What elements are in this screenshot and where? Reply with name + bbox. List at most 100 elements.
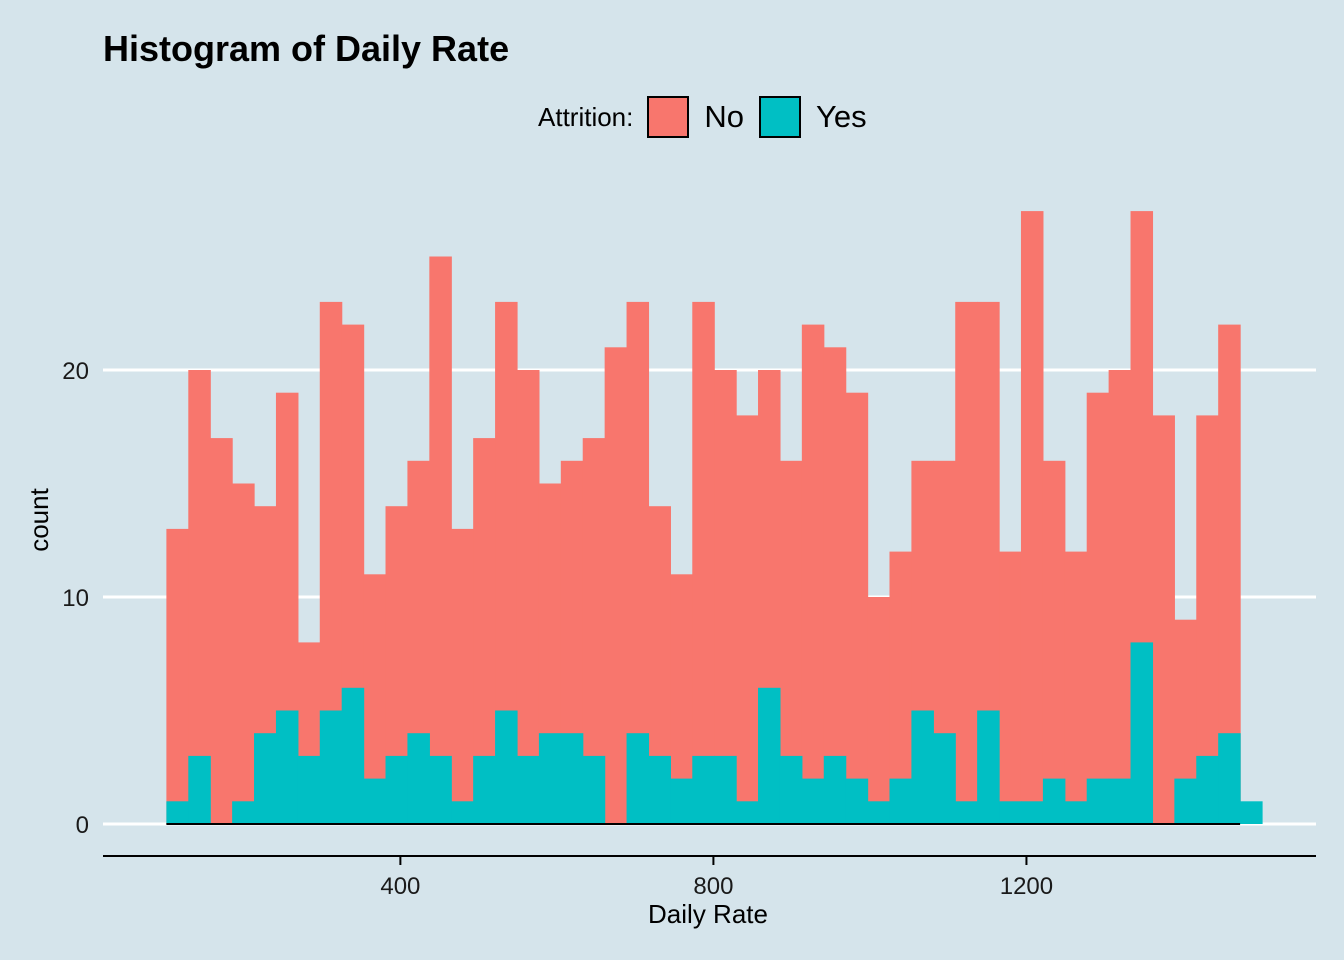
bar-yes-5 bbox=[275, 710, 299, 824]
bar-yes-30 bbox=[823, 755, 847, 824]
bar-no-16 bbox=[516, 370, 540, 824]
bar-yes-7 bbox=[319, 710, 343, 824]
bar-yes-9 bbox=[363, 778, 387, 824]
bar-yes-14 bbox=[473, 755, 496, 824]
y-tick-label-20: 20 bbox=[62, 358, 89, 385]
bar-yes-31 bbox=[845, 778, 869, 824]
bar-no-29 bbox=[801, 324, 825, 824]
bar-no-1 bbox=[188, 370, 211, 824]
bar-no-26 bbox=[736, 415, 759, 824]
bar-yes-13 bbox=[451, 801, 474, 824]
bar-yes-36 bbox=[955, 801, 978, 824]
bar-yes-4 bbox=[254, 733, 277, 824]
bar-yes-33 bbox=[889, 778, 913, 824]
bar-yes-22 bbox=[648, 755, 671, 824]
bar-yes-12 bbox=[429, 755, 452, 824]
bar-no-45 bbox=[1152, 415, 1175, 824]
bar-no-19 bbox=[582, 438, 606, 824]
x-axis-title: Daily Rate bbox=[648, 899, 768, 929]
bar-yes-23 bbox=[670, 778, 693, 824]
bar-no-20 bbox=[604, 347, 628, 824]
bar-no-25 bbox=[714, 370, 737, 824]
bar-yes-3 bbox=[232, 801, 255, 824]
bar-no-13 bbox=[451, 528, 474, 824]
bar-no-42 bbox=[1086, 392, 1110, 824]
bar-yes-40 bbox=[1042, 778, 1066, 824]
bar-no-31 bbox=[845, 392, 869, 824]
bar-yes-19 bbox=[582, 755, 606, 824]
bar-no-10 bbox=[385, 506, 409, 824]
bar-no-2 bbox=[210, 438, 233, 824]
bar-no-3 bbox=[232, 483, 255, 824]
bar-no-30 bbox=[823, 347, 847, 824]
bar-no-12 bbox=[429, 256, 452, 824]
bar-no-38 bbox=[999, 551, 1022, 824]
legend-label-no: No bbox=[704, 99, 745, 134]
legend-label-yes: Yes bbox=[816, 99, 867, 134]
series-yes-bars bbox=[166, 642, 1263, 824]
bar-yes-0 bbox=[166, 801, 189, 824]
bar-no-33 bbox=[889, 551, 913, 824]
bar-yes-27 bbox=[758, 687, 781, 824]
y-tick-label-10: 10 bbox=[62, 585, 89, 612]
bar-yes-32 bbox=[867, 801, 891, 824]
bar-yes-21 bbox=[626, 733, 650, 824]
legend-key-no bbox=[647, 96, 690, 138]
bar-no-21 bbox=[626, 301, 650, 824]
bar-yes-26 bbox=[736, 801, 759, 824]
y-tick-label-0: 0 bbox=[76, 812, 89, 839]
bar-yes-39 bbox=[1020, 801, 1044, 824]
bar-no-39 bbox=[1020, 211, 1044, 825]
bar-yes-35 bbox=[933, 733, 956, 824]
legend-key-yes bbox=[759, 96, 802, 138]
bar-yes-29 bbox=[801, 778, 825, 824]
bar-yes-18 bbox=[560, 733, 584, 824]
legend-title: Attrition: bbox=[538, 101, 634, 132]
y-axis-title: count bbox=[24, 487, 54, 551]
bar-no-47 bbox=[1196, 415, 1219, 824]
bar-yes-6 bbox=[297, 755, 321, 824]
bar-yes-46 bbox=[1174, 778, 1197, 824]
bar-no-15 bbox=[495, 301, 518, 824]
axes: 400 800 1200 0 10 20 bbox=[62, 358, 1316, 900]
x-tick-label-400: 400 bbox=[380, 873, 420, 900]
chart-title: Histogram of Daily Rate bbox=[103, 28, 510, 69]
bar-no-24 bbox=[692, 301, 715, 824]
bar-no-22 bbox=[648, 506, 671, 824]
bar-yes-10 bbox=[385, 755, 409, 824]
bar-no-32 bbox=[867, 597, 891, 824]
bar-no-41 bbox=[1064, 551, 1088, 824]
bar-yes-15 bbox=[495, 710, 518, 824]
bar-yes-1 bbox=[188, 755, 211, 824]
bar-no-0 bbox=[166, 528, 189, 824]
bar-yes-43 bbox=[1108, 778, 1132, 824]
bar-no-46 bbox=[1174, 619, 1197, 824]
bar-no-14 bbox=[473, 438, 496, 824]
bar-no-23 bbox=[670, 574, 693, 824]
bar-yes-44 bbox=[1130, 642, 1154, 824]
bar-yes-24 bbox=[692, 755, 715, 824]
bar-yes-17 bbox=[538, 733, 562, 824]
bar-no-40 bbox=[1042, 460, 1066, 824]
bar-yes-48 bbox=[1218, 733, 1241, 824]
bar-yes-42 bbox=[1086, 778, 1110, 824]
bar-yes-8 bbox=[341, 687, 365, 824]
bar-no-37 bbox=[977, 301, 1000, 824]
bar-yes-28 bbox=[779, 755, 803, 824]
bar-yes-37 bbox=[977, 710, 1000, 824]
bar-no-36 bbox=[955, 301, 978, 824]
bar-no-43 bbox=[1108, 370, 1132, 824]
bar-no-28 bbox=[779, 460, 803, 824]
bar-yes-34 bbox=[911, 710, 934, 824]
bar-no-48 bbox=[1218, 324, 1241, 824]
bar-yes-11 bbox=[407, 733, 430, 824]
bar-yes-49 bbox=[1240, 801, 1263, 824]
x-tick-label-800: 800 bbox=[693, 873, 733, 900]
bar-yes-38 bbox=[999, 801, 1022, 824]
legend: Attrition: No Yes bbox=[538, 96, 882, 138]
bar-yes-47 bbox=[1196, 755, 1219, 824]
x-tick-label-1200: 1200 bbox=[1000, 873, 1053, 900]
bar-no-7 bbox=[319, 301, 343, 824]
bar-yes-25 bbox=[714, 755, 737, 824]
